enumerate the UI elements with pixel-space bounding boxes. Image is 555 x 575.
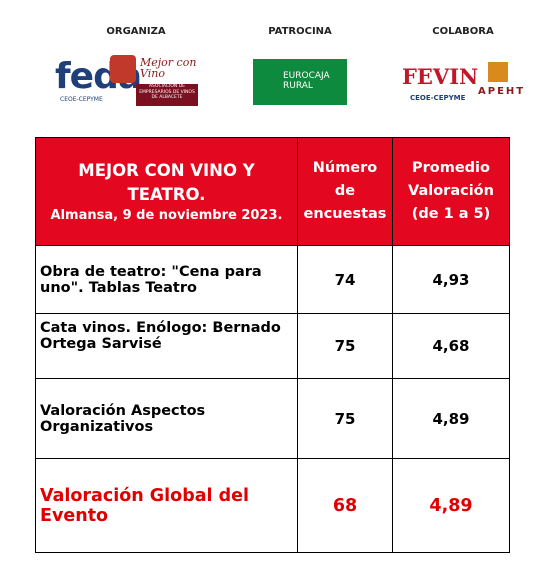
- feda-sub: CEOE-CEPYME: [60, 96, 103, 103]
- row-label: Valoración Aspectos Organizativos: [35, 378, 298, 459]
- count: 74: [297, 245, 393, 314]
- header-row: MEJOR CON VINO Y TEATRO. Almansa, 9 de no…: [35, 137, 510, 246]
- count: 75: [297, 313, 393, 379]
- eurocaja-text: EUROCAJA RURAL: [283, 71, 330, 91]
- mcv-icon: [110, 55, 136, 83]
- section-label: ORGANIZA: [106, 26, 166, 37]
- average: 4,93: [392, 245, 510, 314]
- results-table: MEJOR CON VINO Y TEATRO. Almansa, 9 de no…: [35, 137, 510, 553]
- column-header: Promedio Valoración (de 1 a 5): [392, 137, 510, 246]
- average: 4,89: [392, 458, 510, 553]
- section-label: PATROCINA: [268, 26, 332, 37]
- table-title: MEJOR CON VINO Y TEATRO.: [78, 160, 255, 204]
- fevin-logo: FEVIN: [402, 64, 479, 89]
- row-label: Cata vinos. Enólogo: Bernado Ortega Sarv…: [35, 313, 298, 379]
- mcv-sub: ASOCIACIÓN DE EMPRESARIOS DE VINOS DE AL…: [136, 84, 198, 106]
- apeht-icon: [488, 62, 508, 82]
- average: 4,89: [392, 378, 510, 459]
- row: Cata vinos. Enólogo: Bernado Ortega Sarv…: [35, 313, 510, 379]
- eurocaja-logo: EUROCAJA RURAL: [253, 59, 347, 105]
- mcv-logo: Mejor con Vino ASOCIACIÓN DE EMPRESARIOS…: [110, 55, 198, 107]
- count: 75: [297, 378, 393, 459]
- row-label: Obra de teatro: "Cena para uno". Tablas …: [35, 245, 298, 314]
- apeht-logo: APEHT: [478, 86, 526, 97]
- table-subtitle: Almansa, 9 de noviembre 2023.: [50, 207, 283, 223]
- row-label: Valoración Global del Evento: [35, 458, 298, 553]
- row: Valoración Aspectos Organizativos 75 4,89: [35, 378, 510, 459]
- title-cell: MEJOR CON VINO Y TEATRO. Almansa, 9 de no…: [35, 137, 298, 246]
- mcv-text: Mejor con Vino: [140, 56, 197, 80]
- fevin-sub: CEOE-CEPYME: [410, 94, 466, 102]
- average: 4,68: [392, 313, 510, 379]
- column-header: Número de encuestas: [297, 137, 393, 246]
- section-label: COLABORA: [432, 26, 494, 37]
- count: 68: [297, 458, 393, 553]
- row: Obra de teatro: "Cena para uno". Tablas …: [35, 245, 510, 314]
- row: Valoración Global del Evento 68 4,89: [35, 458, 510, 553]
